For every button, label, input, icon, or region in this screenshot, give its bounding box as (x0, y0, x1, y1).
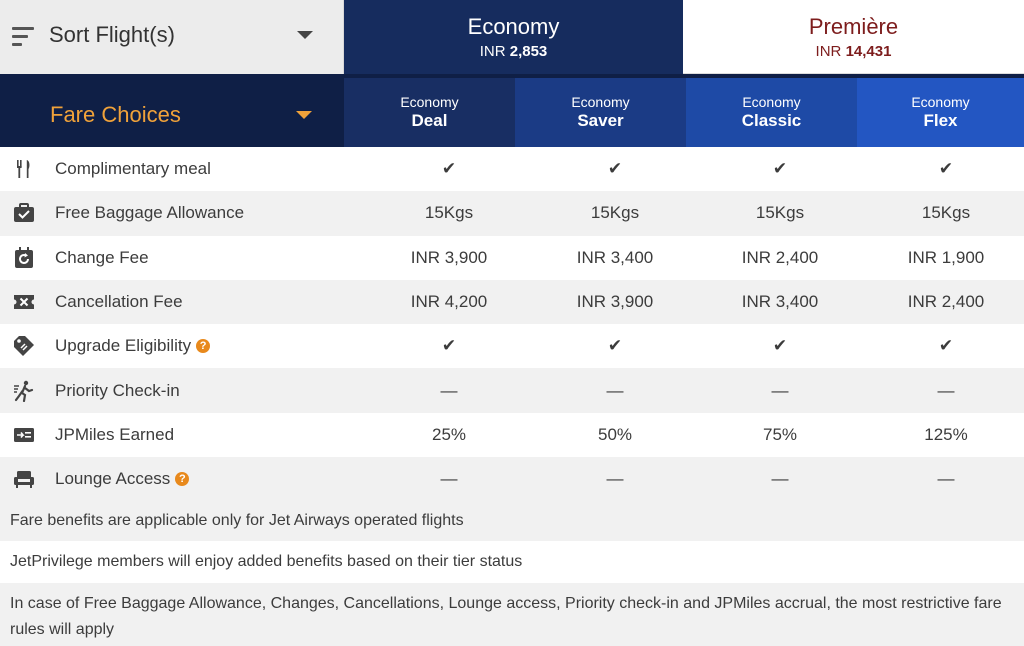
feature-value: INR 2,400 (741, 247, 819, 267)
feature-value: INR 2,400 (907, 292, 985, 312)
tab-economy[interactable]: Economy INR 2,853 (344, 0, 683, 74)
feature-value: — (440, 469, 458, 489)
feature-row-upgrade: Upgrade Eligibility? ✔ ✔ ✔ ✔ (0, 324, 1024, 368)
feature-label: Priority Check-in (55, 380, 180, 400)
feature-label: JPMiles Earned (55, 424, 175, 444)
fare-column-classic[interactable]: Economy Classic (686, 78, 857, 147)
feature-label: Complimentary meal (55, 159, 211, 179)
feature-value: 15Kgs (424, 203, 474, 223)
lounge-icon (12, 467, 36, 491)
fare-cabin: Economy (400, 94, 459, 110)
fare-name: Classic (741, 111, 802, 130)
feature-value: — (937, 380, 955, 400)
fare-choices-dropdown[interactable]: Fare Choices (0, 74, 344, 147)
cabin-price: INR 2,853 (479, 43, 548, 60)
cabin-name: Economy (467, 14, 560, 39)
feature-value: — (606, 380, 624, 400)
feature-label: Cancellation Fee (55, 292, 183, 312)
feature-row-baggage: Free Baggage Allowance 15Kgs 15Kgs 15Kgs… (0, 191, 1024, 236)
fare-notes: Fare benefits are applicable only for Je… (0, 500, 1024, 646)
meal-icon (12, 157, 36, 181)
sort-label: Sort Flight(s) (49, 22, 175, 47)
feature-value: — (937, 469, 955, 489)
fare-cabin: Economy (911, 94, 970, 110)
feature-value: 15Kgs (921, 203, 971, 223)
feature-row-cancellation-fee: Cancellation Fee INR 4,200 INR 3,900 INR… (0, 279, 1024, 325)
feature-value: 15Kgs (590, 203, 640, 223)
help-icon[interactable]: ? (196, 339, 211, 354)
change-fee-icon (12, 246, 36, 270)
feature-value: — (771, 380, 789, 400)
feature-value: — (606, 469, 624, 489)
fare-features-table: Complimentary meal ✔ ✔ ✔ ✔ Free Baggage … (0, 147, 1024, 502)
feature-value: ✔ (772, 336, 788, 356)
feature-value: ✔ (938, 159, 954, 179)
feature-value: ✔ (607, 336, 623, 356)
fare-choices-row: Fare Choices Economy Deal Economy Saver … (0, 74, 1024, 147)
feature-row-lounge: Lounge Access? — — — — (0, 457, 1024, 502)
fare-cabin: Economy (571, 94, 630, 110)
help-icon[interactable]: ? (175, 472, 190, 487)
priority-checkin-icon (12, 379, 36, 403)
feature-label: Upgrade Eligibility? (55, 336, 211, 356)
chevron-down-icon (296, 111, 312, 119)
feature-value: INR 3,400 (576, 247, 654, 267)
sort-flights-dropdown[interactable]: Sort Flight(s) (0, 0, 344, 74)
feature-value: INR 3,900 (576, 292, 654, 312)
fare-column-deal[interactable]: Economy Deal (344, 78, 515, 147)
note-item: In case of Free Baggage Allowance, Chang… (0, 583, 1024, 646)
tab-premiere[interactable]: Première INR 14,431 (683, 0, 1024, 74)
fare-column-flex[interactable]: Economy Flex (857, 78, 1024, 147)
jpmiles-icon (12, 423, 36, 447)
feature-value: 125% (924, 424, 968, 444)
feature-value: INR 3,900 (410, 247, 488, 267)
fare-name: Deal (411, 111, 448, 130)
feature-value: ✔ (772, 159, 788, 179)
feature-label: Lounge Access? (55, 469, 190, 489)
cabin-price: INR 14,431 (815, 42, 892, 60)
feature-value: — (771, 469, 789, 489)
feature-value: ✔ (607, 159, 623, 179)
feature-value: INR 1,900 (907, 247, 985, 267)
sort-icon (12, 27, 34, 47)
fare-name: Flex (923, 111, 958, 130)
feature-value: — (440, 380, 458, 400)
fare-name: Saver (577, 111, 624, 130)
feature-value: 50% (597, 424, 633, 444)
feature-label: Change Fee (55, 247, 149, 267)
note-item: Fare benefits are applicable only for Je… (0, 500, 1024, 541)
feature-value: INR 4,200 (410, 292, 488, 312)
feature-label: Free Baggage Allowance (55, 203, 245, 223)
feature-value: ✔ (441, 159, 457, 179)
fare-cabin: Economy (742, 94, 801, 110)
baggage-icon (12, 201, 36, 225)
feature-row-priority-checkin: Priority Check-in — — — — (0, 368, 1024, 413)
chevron-down-icon (297, 31, 313, 39)
feature-row-jpmiles: JPMiles Earned 25% 50% 75% 125% (0, 413, 1024, 457)
feature-value: ✔ (441, 336, 457, 356)
cabin-header: Sort Flight(s) Economy INR 2,853 Premièr… (0, 0, 1024, 74)
fare-column-saver[interactable]: Economy Saver (515, 78, 686, 147)
feature-value: INR 3,400 (741, 292, 819, 312)
feature-value: 25% (431, 424, 467, 444)
feature-value: ✔ (938, 336, 954, 356)
feature-row-change-fee: Change Fee INR 3,900 INR 3,400 INR 2,400… (0, 236, 1024, 280)
upgrade-tag-icon (12, 334, 36, 358)
feature-value: 75% (762, 424, 798, 444)
feature-row-meal: Complimentary meal ✔ ✔ ✔ ✔ (0, 147, 1024, 191)
cancellation-icon (12, 290, 36, 314)
feature-value: 15Kgs (755, 203, 805, 223)
cabin-name: Première (808, 13, 899, 39)
note-item: JetPrivilege members will enjoy added be… (0, 541, 1024, 583)
fare-choices-label: Fare Choices (50, 102, 181, 127)
